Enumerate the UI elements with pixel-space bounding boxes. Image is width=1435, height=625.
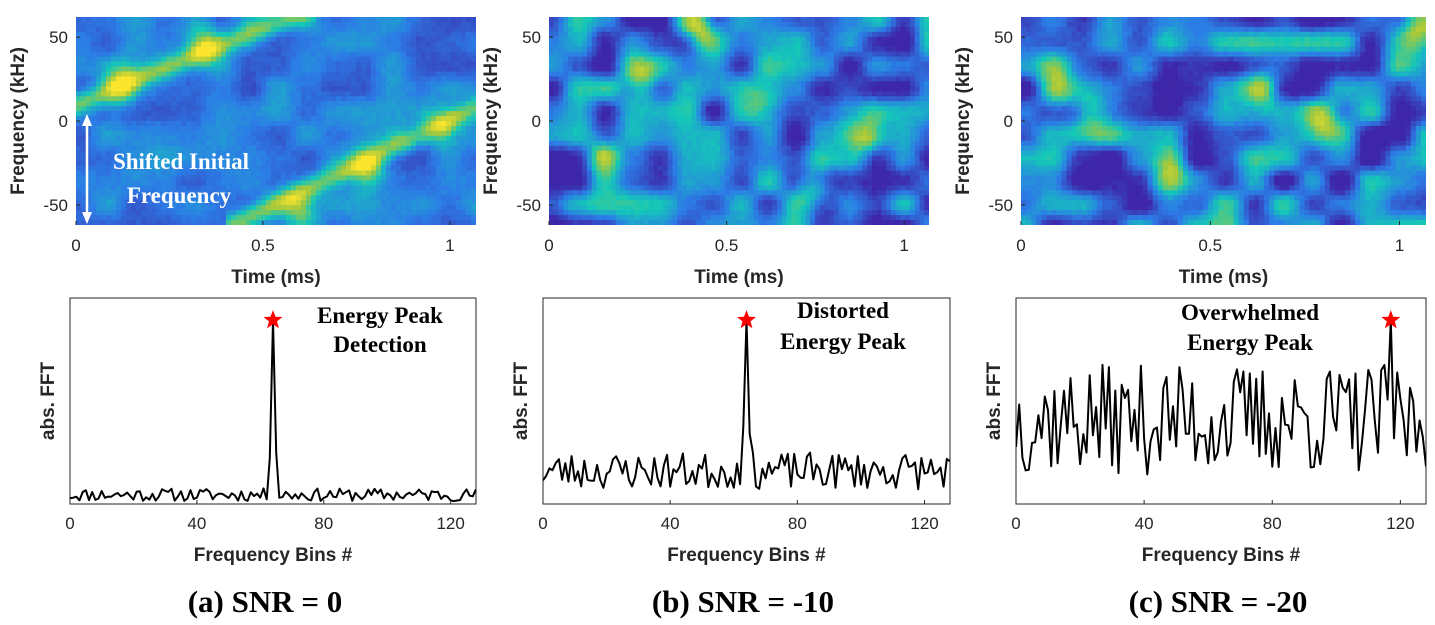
y-axis-label: abs. FFT <box>511 362 532 441</box>
ytick-label: 0 <box>1004 112 1013 131</box>
x-axis-label: Frequency Bins # <box>1142 545 1301 566</box>
y-axis-label: Frequency (kHz) <box>8 47 29 195</box>
y-axis-label: abs. FFT <box>38 362 59 441</box>
spectrogram-c: 0 0.5 1 50 0 -50 Time (ms) Frequency (kHz) <box>953 17 1426 288</box>
x-axis-label: Frequency Bins # <box>194 545 353 566</box>
xtick-label: 0 <box>544 236 553 255</box>
x-axis-label: Time (ms) <box>694 267 783 288</box>
spectrogram-b: 0 0.5 1 50 0 -50 Time (ms) Frequency (kHz) <box>481 17 929 288</box>
xtick-label: 120 <box>1386 514 1414 533</box>
peak-annotation: Energy Peak <box>317 303 443 328</box>
x-axis-label: Time (ms) <box>231 267 320 288</box>
spectrogram-cells-c <box>1021 17 1426 225</box>
peak-annotation: Energy Peak <box>780 329 906 354</box>
xtick-label: 1 <box>445 236 454 255</box>
plot-frame <box>1015 297 1427 505</box>
xtick-label: 40 <box>1135 514 1154 533</box>
spectrogram-a: 0 0.5 1 50 0 -50 Time (ms) Frequency (kHz) <box>8 17 476 288</box>
peak-annotation: Detection <box>333 332 426 357</box>
peak-star-marker <box>263 310 283 329</box>
shifted-frequency-label: Frequency <box>127 183 232 208</box>
x-axis-label: Frequency Bins # <box>667 545 826 566</box>
fft-series <box>1016 319 1426 476</box>
xtick-label: 40 <box>661 514 680 533</box>
caption-c: (c) SNR = -20 <box>1129 584 1308 619</box>
ytick-label: -50 <box>43 196 68 215</box>
y-axis-label: abs. FFT <box>984 362 1005 441</box>
xtick-label: 120 <box>910 514 938 533</box>
peak-annotation: Overwhelmed <box>1181 300 1319 325</box>
y-axis-label: Frequency (kHz) <box>481 47 502 195</box>
caption-b: (b) SNR = -10 <box>652 584 834 619</box>
fft-plot-c: 0 40 80 120 Frequency Bins # abs. FFT Overwhel… <box>984 297 1427 566</box>
fft-plot-a: 0 40 80 120 Frequency Bins # abs. FFT Energy P… <box>38 297 477 566</box>
xtick-label: 120 <box>436 514 464 533</box>
x-axis-label: Time (ms) <box>1179 267 1268 288</box>
xtick-label: 0 <box>65 514 74 533</box>
xtick-label: 0.5 <box>251 236 275 255</box>
ytick-label: 0 <box>59 112 68 131</box>
xtick-label: 0 <box>538 514 547 533</box>
spectrogram-cells-a <box>76 17 476 225</box>
ytick-label: -50 <box>516 196 541 215</box>
peak-annotation: Energy Peak <box>1187 330 1313 355</box>
ytick-label: 50 <box>994 28 1013 47</box>
xtick-label: 0 <box>71 236 80 255</box>
ytick-label: 0 <box>532 112 541 131</box>
xtick-label: 1 <box>1395 236 1404 255</box>
xtick-label: 40 <box>187 514 206 533</box>
xtick-label: 80 <box>1263 514 1282 533</box>
xtick-label: 80 <box>788 514 807 533</box>
xtick-label: 0.5 <box>715 236 739 255</box>
shifted-initial-label: Shifted Initial <box>113 149 249 174</box>
ytick-label: 50 <box>522 28 541 47</box>
xtick-label: 0.5 <box>1198 236 1222 255</box>
peak-star-marker <box>737 310 756 329</box>
xtick-label: 80 <box>314 514 333 533</box>
ytick-label: 50 <box>49 28 68 47</box>
y-axis-label: Frequency (kHz) <box>953 47 974 195</box>
xtick-label: 0 <box>1011 514 1020 533</box>
ytick-label: -50 <box>988 196 1013 215</box>
caption-a: (a) SNR = 0 <box>188 584 343 619</box>
xtick-label: 0 <box>1016 236 1025 255</box>
spectrogram-cells-b <box>549 17 929 225</box>
fft-plot-b: 0 40 80 120 Frequency Bins # abs. FFT Distorte… <box>511 297 951 566</box>
peak-star-marker <box>1381 310 1401 329</box>
shift-arrow-head-down <box>82 212 92 224</box>
xtick-label: 1 <box>899 236 908 255</box>
peak-annotation: Distorted <box>797 298 889 323</box>
shift-arrow-head-up <box>82 114 92 126</box>
